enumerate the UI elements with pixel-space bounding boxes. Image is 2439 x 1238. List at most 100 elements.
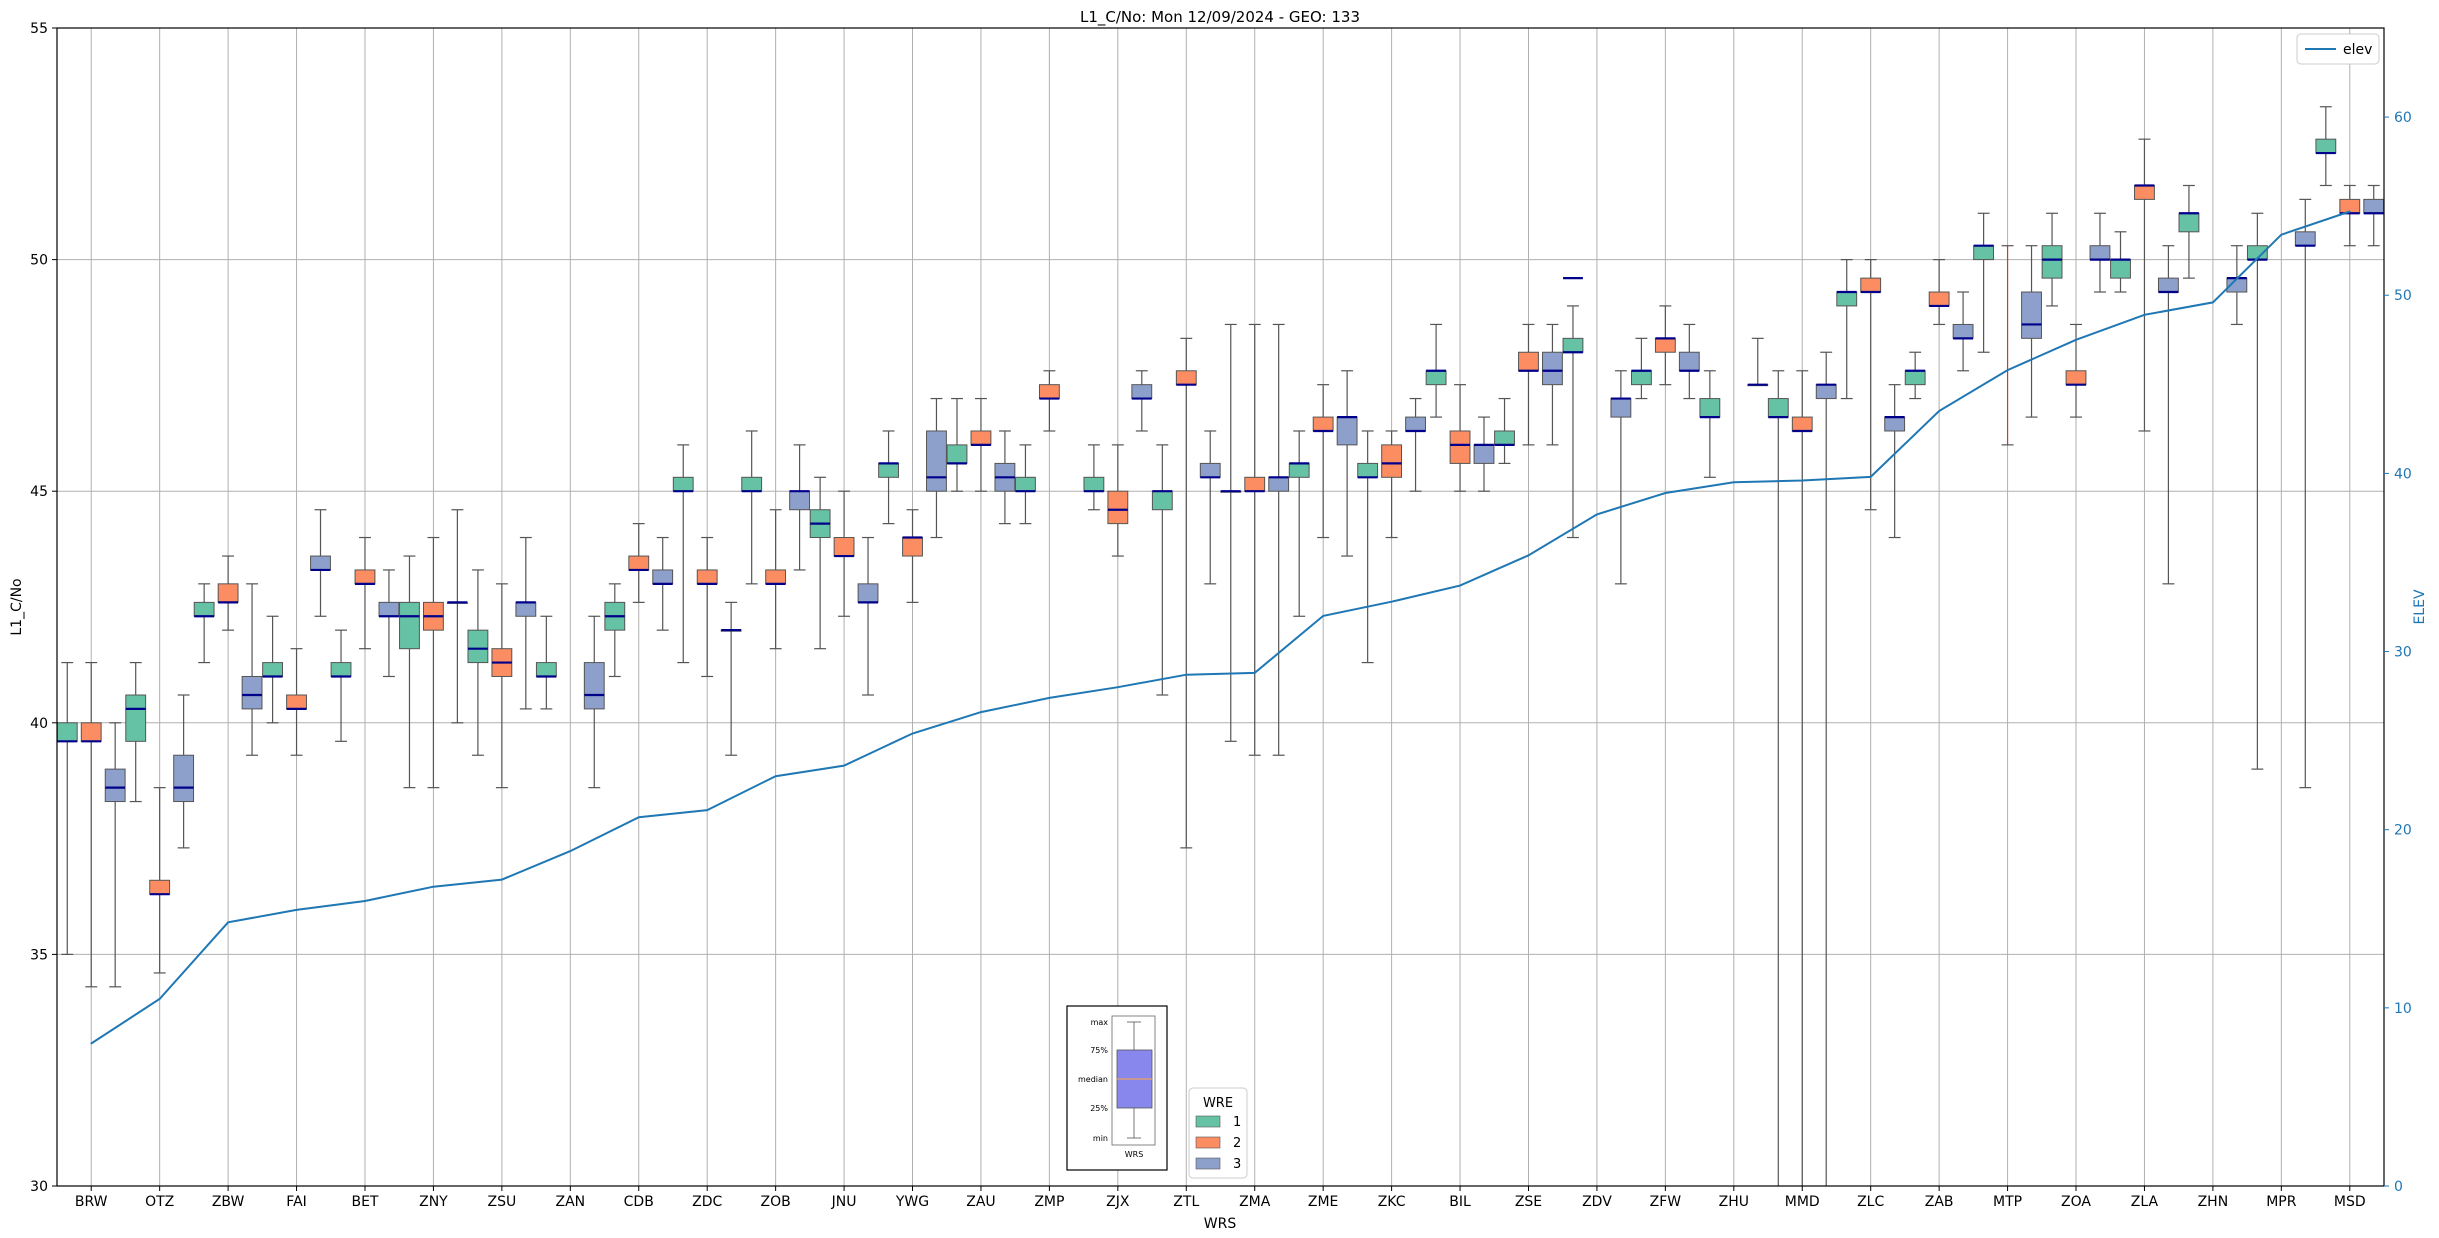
box-body <box>1562 337 1584 353</box>
elev-point <box>980 711 982 713</box>
box-body <box>1083 476 1105 492</box>
elev-point <box>227 921 229 924</box>
box-body <box>1151 490 1173 511</box>
x-tick-label: ZHN <box>2198 1194 2229 1210</box>
x-tick-label: ZDC <box>692 1194 722 1210</box>
box-body <box>652 569 674 585</box>
x-tick-label: MPR <box>2266 1194 2297 1210</box>
box-body <box>902 537 923 557</box>
y-tick-label: 45 <box>30 484 48 500</box>
box-body <box>2294 231 2316 247</box>
x-tick-label: ZTL <box>1173 1194 1199 1210</box>
box-body <box>104 768 126 803</box>
x-tick-label: BIL <box>1449 1194 1471 1210</box>
x-tick-label: ZME <box>1308 1194 1339 1210</box>
elev-point <box>911 732 914 735</box>
x-tick-label: ZJX <box>1106 1194 1130 1210</box>
y-tick-label: 55 <box>30 21 48 37</box>
box-plots <box>56 106 2385 1186</box>
y2-tick-label: 20 <box>2394 823 2412 839</box>
box-body <box>878 462 899 478</box>
box-body <box>1542 351 1563 386</box>
wre-legend-label-1: 1 <box>1233 1115 1241 1130</box>
inset-label-median: median <box>1078 1075 1108 1084</box>
x-axis-label: WRS <box>1204 1216 1237 1232</box>
x-tick-label: ZMP <box>1034 1194 1064 1210</box>
inset-label-max: max <box>1091 1018 1109 1027</box>
wre-legend-swatch-1 <box>1195 1115 1221 1128</box>
x-tick-label: ZLA <box>2131 1194 2159 1210</box>
x-tick-label: ZOA <box>2061 1194 2091 1210</box>
box-body <box>1928 291 1950 307</box>
box-body <box>173 754 195 803</box>
elev-legend-frame <box>2296 33 2380 65</box>
x-tick-label: BRW <box>75 1194 108 1210</box>
elev-point <box>1322 615 1324 617</box>
elev-series <box>90 210 2351 1045</box>
elev-point <box>1390 600 1393 603</box>
elev-point <box>1733 481 1735 484</box>
x-tick-label: ZHU <box>1719 1194 1749 1210</box>
box-body <box>193 601 215 617</box>
y2-tick-label: 60 <box>2394 110 2412 126</box>
elev-point <box>2348 210 2351 213</box>
box-body <box>515 601 537 617</box>
box-body <box>1038 384 1060 400</box>
box-body <box>1357 462 1379 478</box>
elev-point <box>774 775 777 778</box>
elev-point <box>637 816 640 819</box>
box-body <box>765 569 787 585</box>
wre-legend-swatch-2 <box>1195 1136 1221 1149</box>
elev-point <box>90 1042 93 1045</box>
y-tick-label: 40 <box>30 716 48 732</box>
x-tick-label: MMD <box>1785 1194 1820 1210</box>
wre-legend-label-3: 3 <box>1233 1157 1241 1172</box>
box-body <box>672 476 694 492</box>
box-body <box>2089 245 2111 261</box>
x-tick-label: OTZ <box>145 1194 174 1210</box>
box-body <box>1791 416 1813 432</box>
box-body <box>970 430 992 446</box>
box-body <box>1610 398 1632 418</box>
x-tick-label: ZSE <box>1515 1194 1542 1210</box>
x-tick-label: ZMA <box>1239 1194 1271 1210</box>
box-body <box>1268 476 1290 492</box>
x-tick-label: ZDV <box>1582 1194 1612 1210</box>
box-body <box>1654 337 1676 353</box>
x-tick-label: ZBW <box>212 1194 245 1210</box>
box-body <box>1973 245 1995 261</box>
box-body <box>467 629 489 664</box>
y2-tick-label: 50 <box>2394 288 2412 304</box>
box-body <box>2315 138 2337 154</box>
box-body <box>1336 416 1358 446</box>
x-tick-label: ZAN <box>555 1194 585 1210</box>
elev-point <box>2212 301 2214 304</box>
y2-tick-label: 10 <box>2394 1001 2412 1017</box>
wre-legend-title: WRE <box>1203 1096 1233 1111</box>
box-body <box>2134 184 2155 200</box>
box-body <box>926 430 947 492</box>
box-body <box>1836 291 1858 307</box>
elev-point <box>501 878 503 881</box>
box-body <box>354 569 376 585</box>
x-tick-label: ZLC <box>1857 1194 1884 1210</box>
x-tick-label: BET <box>351 1194 378 1210</box>
wre-legend-label-2: 2 <box>1233 1136 1241 1151</box>
box-body <box>2157 277 2179 293</box>
box-body <box>1107 490 1129 525</box>
box-body <box>2065 370 2087 386</box>
box-body <box>1630 370 1652 386</box>
axis-ticks: BRW OTZ ZBW FAI BET ZNY ZSU ZAN CDB ZDC ZOB JNU YWG Z… <box>30 21 2412 1210</box>
box-body <box>262 662 284 677</box>
box-body <box>2021 291 2042 339</box>
inset-label-25: 25% <box>1090 1104 1108 1113</box>
x-tick-label: CDB <box>624 1194 654 1210</box>
x-tick-label: ZSU <box>488 1194 517 1210</box>
box-body <box>1494 430 1515 446</box>
x-tick-label: MTP <box>1993 1194 2022 1210</box>
box-body <box>1425 370 1447 386</box>
y2-axis-label: ELEV <box>2412 589 2428 624</box>
x-tick-label: ZAU <box>966 1194 995 1210</box>
box-body <box>149 879 171 895</box>
